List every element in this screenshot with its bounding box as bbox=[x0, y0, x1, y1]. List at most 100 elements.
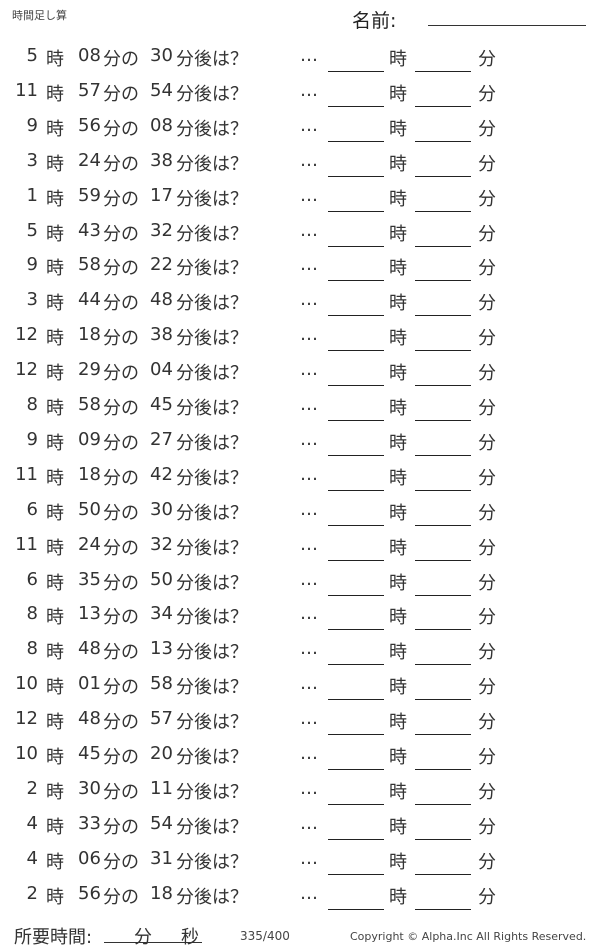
answer-minute-field[interactable] bbox=[415, 699, 471, 701]
hour-unit: 時 bbox=[46, 502, 64, 524]
answer-minute-field[interactable] bbox=[415, 210, 471, 212]
answer-hour-unit: 時 bbox=[389, 781, 407, 803]
time-required-field[interactable] bbox=[104, 942, 202, 943]
answer-minute-field[interactable] bbox=[415, 71, 471, 72]
start-minute: 48 bbox=[78, 708, 101, 730]
answer-hour-unit: 時 bbox=[389, 816, 407, 838]
answer-minute-field[interactable] bbox=[415, 175, 471, 177]
answer-hour-field[interactable] bbox=[328, 524, 384, 526]
answer-minute-field[interactable] bbox=[415, 769, 471, 770]
after-label: 分後は？ bbox=[176, 781, 248, 803]
answer-hour-field[interactable] bbox=[328, 385, 384, 387]
answer-minute-field[interactable] bbox=[415, 629, 471, 631]
added-minutes: 04 bbox=[150, 359, 173, 381]
after-label: 分後は？ bbox=[176, 747, 248, 768]
after-label: 分後は？ bbox=[176, 642, 248, 664]
ellipsis: … bbox=[300, 777, 318, 799]
ellipsis: … bbox=[300, 149, 318, 171]
ellipsis: … bbox=[300, 254, 318, 276]
answer-hour-field[interactable] bbox=[328, 245, 384, 247]
answer-minute-field[interactable] bbox=[415, 140, 471, 142]
answer-hour-field[interactable] bbox=[328, 489, 384, 491]
start-minute: 30 bbox=[78, 777, 101, 799]
problem-row: 4 時 33 分の 54 分後は？… 時分 bbox=[0, 813, 600, 847]
minute-of-label: 分の bbox=[103, 572, 139, 594]
answer-minute-unit: 分 bbox=[478, 677, 496, 699]
after-label: 分後は？ bbox=[176, 293, 248, 315]
minute-of-label: 分の bbox=[103, 49, 139, 70]
answer-minute-field[interactable] bbox=[415, 385, 471, 387]
answer-hour-field[interactable] bbox=[328, 420, 384, 421]
hour-unit: 時 bbox=[46, 712, 64, 734]
answer-minute-field[interactable] bbox=[415, 524, 471, 526]
answer-hour-field[interactable] bbox=[328, 594, 384, 596]
problem-row: 10 時 45 分の 20 分後は？ … 時 分 bbox=[0, 743, 600, 777]
answer-hour-field[interactable] bbox=[328, 699, 384, 701]
ellipsis: … bbox=[300, 114, 318, 136]
start-hour: 5 bbox=[26, 45, 38, 66]
minute-of-label: 分の bbox=[103, 537, 139, 559]
after-label: 分後は？ bbox=[176, 502, 248, 524]
answer-hour-field[interactable] bbox=[328, 664, 384, 666]
after-label: 分後は？ bbox=[176, 607, 248, 629]
after-label: 分後は？ bbox=[176, 537, 248, 559]
ellipsis: … bbox=[300, 882, 318, 904]
name-label: 名前: bbox=[352, 10, 397, 32]
answer-hour-field[interactable] bbox=[328, 734, 384, 736]
name-field[interactable] bbox=[428, 25, 586, 26]
answer-minute-field[interactable] bbox=[415, 803, 471, 805]
start-minute: 50 bbox=[78, 498, 101, 520]
answer-minute-field[interactable] bbox=[415, 420, 471, 421]
minute-of-label: 分の bbox=[103, 816, 139, 838]
after-label: 分後は？ bbox=[176, 467, 248, 489]
start-minute: 58 bbox=[78, 394, 101, 415]
start-minute: 24 bbox=[78, 533, 101, 555]
start-minute: 06 bbox=[78, 847, 101, 869]
answer-hour-field[interactable] bbox=[328, 769, 384, 770]
answer-minute-field[interactable] bbox=[415, 489, 471, 491]
problem-row: 2 時 30 分の 11 分後は？… 時分 bbox=[0, 778, 600, 812]
answer-hour-field[interactable] bbox=[328, 140, 384, 142]
ellipsis: … bbox=[300, 428, 318, 450]
problem-row: 11 時 18 分の 42 分後は？ … 時 分 bbox=[0, 464, 600, 498]
answer-minute-field[interactable] bbox=[415, 559, 471, 561]
answer-hour-field[interactable] bbox=[328, 210, 384, 212]
hour-unit: 時 bbox=[46, 816, 64, 838]
start-minute: 43 bbox=[78, 219, 101, 241]
answer-hour-field[interactable] bbox=[328, 315, 384, 317]
added-minutes: 20 bbox=[150, 743, 173, 764]
start-hour: 11 bbox=[15, 79, 38, 101]
answer-hour-field[interactable] bbox=[328, 838, 384, 840]
added-minutes: 32 bbox=[150, 219, 173, 241]
answer-hour-unit: 時 bbox=[389, 363, 407, 385]
answer-hour-field[interactable] bbox=[328, 803, 384, 805]
answer-hour-field[interactable] bbox=[328, 175, 384, 177]
answer-minute-field[interactable] bbox=[415, 908, 471, 910]
minute-of-label: 分の bbox=[103, 153, 139, 175]
answer-hour-field[interactable] bbox=[328, 105, 384, 107]
answer-hour-field[interactable] bbox=[328, 873, 384, 875]
minute-of-label: 分の bbox=[103, 398, 139, 419]
answer-hour-field[interactable] bbox=[328, 454, 384, 456]
answer-hour-field[interactable] bbox=[328, 629, 384, 631]
answer-minute-unit: 分 bbox=[478, 572, 496, 594]
answer-hour-field[interactable] bbox=[328, 71, 384, 72]
answer-minute-field[interactable] bbox=[415, 245, 471, 247]
answer-minute-field[interactable] bbox=[415, 454, 471, 456]
minute-of-label: 分の bbox=[103, 223, 139, 245]
answer-hour-unit: 時 bbox=[389, 188, 407, 210]
answer-minute-field[interactable] bbox=[415, 594, 471, 596]
answer-minute-field[interactable] bbox=[415, 838, 471, 840]
answer-hour-field[interactable] bbox=[328, 559, 384, 561]
answer-minute-field[interactable] bbox=[415, 350, 471, 352]
answer-hour-field[interactable] bbox=[328, 280, 384, 282]
problem-row: 3 時 44 分の 48 分後は？… 時分 bbox=[0, 289, 600, 323]
answer-hour-field[interactable] bbox=[328, 350, 384, 352]
answer-minute-field[interactable] bbox=[415, 734, 471, 736]
answer-hour-field[interactable] bbox=[328, 908, 384, 910]
answer-minute-field[interactable] bbox=[415, 664, 471, 666]
answer-minute-field[interactable] bbox=[415, 105, 471, 107]
answer-minute-field[interactable] bbox=[415, 873, 471, 875]
answer-minute-field[interactable] bbox=[415, 280, 471, 282]
answer-minute-field[interactable] bbox=[415, 315, 471, 317]
